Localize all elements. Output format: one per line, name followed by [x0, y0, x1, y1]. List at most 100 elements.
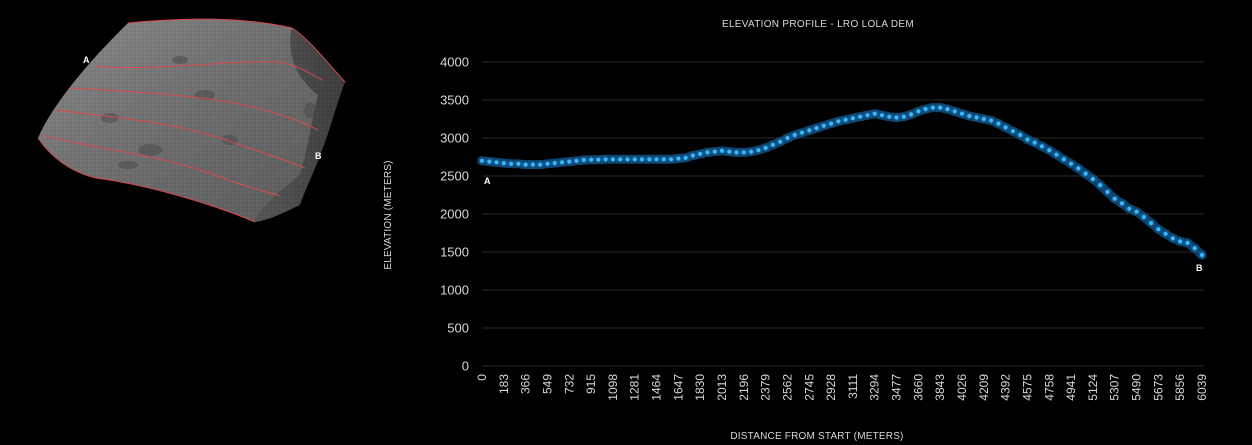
- data-point: [1178, 239, 1183, 244]
- data-point: [799, 130, 805, 135]
- data-point: [683, 155, 688, 160]
- data-point: [909, 112, 914, 117]
- x-tick-label: 2562: [780, 374, 794, 401]
- data-point: [581, 157, 586, 163]
- data-point: [901, 114, 906, 119]
- data-point: [618, 157, 623, 162]
- x-tick-label: 3477: [890, 374, 904, 401]
- data-point: [887, 114, 892, 119]
- data-point: [705, 150, 710, 155]
- x-tick-label: 3294: [868, 374, 882, 401]
- x-axis-ticks: 0 183 366 549 732 915 1098 1281 1464 1647 1830 2013…: [475, 374, 1209, 401]
- data-point: [1090, 176, 1095, 182]
- x-tick-label: 915: [584, 374, 598, 394]
- data-point: [479, 158, 485, 163]
- data-point: [538, 162, 543, 167]
- terrain-contour-line: [37, 137, 256, 223]
- terrain-label-end: B: [315, 151, 322, 161]
- y-tick-label: 500: [447, 321, 469, 336]
- data-point: [938, 105, 943, 110]
- data-point: [574, 158, 579, 163]
- terrain-label-start: A: [83, 55, 90, 65]
- data-point: [610, 157, 616, 162]
- data-point: [639, 157, 645, 162]
- x-tick-label: 2928: [824, 374, 838, 401]
- data-point: [727, 149, 732, 154]
- data-point: [719, 148, 725, 153]
- data-point: [1032, 140, 1037, 145]
- data-point: [741, 150, 746, 155]
- y-tick-label: 3000: [440, 131, 469, 146]
- data-point: [545, 161, 550, 166]
- data-point: [487, 159, 492, 164]
- x-tick-label: 4392: [999, 374, 1013, 401]
- data-point: [858, 114, 863, 119]
- data-point: [763, 145, 768, 150]
- x-tick-label: 732: [562, 374, 576, 394]
- data-point: [865, 113, 870, 118]
- data-point: [981, 116, 986, 122]
- data-point: [1047, 148, 1052, 153]
- x-tick-label: 4941: [1064, 374, 1078, 401]
- data-point: [530, 162, 536, 167]
- data-point: [756, 148, 761, 153]
- data-point: [872, 111, 877, 116]
- data-point: [792, 132, 797, 138]
- x-tick-label: 4209: [977, 374, 991, 401]
- data-point: [1170, 236, 1175, 241]
- data-point: [967, 113, 972, 119]
- data-point: [567, 159, 572, 164]
- data-point: [1025, 137, 1030, 142]
- data-point: [712, 149, 717, 154]
- data-point: [1069, 161, 1074, 166]
- data-point: [1185, 240, 1190, 245]
- terrain-contour-line: [127, 18, 346, 83]
- x-tick-label: 5856: [1173, 374, 1187, 401]
- data-point: [596, 157, 601, 162]
- y-tick-label: 4000: [440, 55, 469, 70]
- x-tick-label: 1464: [650, 374, 664, 401]
- data-point: [1098, 183, 1103, 188]
- y-tick-label: 2500: [440, 169, 469, 184]
- data-point: [945, 107, 950, 112]
- data-point: [734, 150, 739, 155]
- data-point: [989, 118, 994, 123]
- data-point: [1163, 231, 1168, 236]
- terrain-3d-view: A B: [37, 18, 346, 223]
- data-point: [690, 153, 696, 158]
- terrain-contour-line: [95, 61, 323, 81]
- data-point: [785, 135, 790, 141]
- y-tick-label: 2000: [440, 207, 469, 222]
- y-tick-label: 3500: [440, 93, 469, 108]
- chart-point-label-start: A: [484, 176, 491, 186]
- data-point: [1054, 152, 1059, 157]
- x-tick-label: 1098: [606, 374, 620, 401]
- data-point: [603, 157, 608, 162]
- data-point: [974, 115, 979, 120]
- data-point: [676, 156, 681, 161]
- data-point: [1105, 189, 1110, 195]
- data-point: [821, 123, 826, 128]
- data-point: [749, 149, 754, 154]
- data-point: [516, 161, 521, 166]
- y-axis-title: ELEVATION (METERS): [383, 160, 394, 269]
- data-point: [1119, 201, 1125, 206]
- x-tick-label: 2196: [737, 374, 751, 401]
- data-point: [952, 109, 957, 114]
- y-tick-label: 0: [462, 359, 469, 374]
- x-tick-label: 5124: [1086, 374, 1100, 401]
- data-point: [850, 116, 856, 121]
- data-point: [1083, 171, 1088, 176]
- chart-title: ELEVATION PROFILE - LRO LOLA DEM: [722, 19, 914, 30]
- data-point: [836, 119, 841, 124]
- data-point: [661, 157, 666, 162]
- data-point: [770, 142, 776, 147]
- data-point: [559, 160, 565, 165]
- x-tick-label: 2745: [802, 374, 816, 401]
- data-point: [654, 157, 659, 162]
- data-point: [669, 157, 674, 162]
- x-tick-label: 6039: [1195, 374, 1209, 401]
- x-tick-label: 366: [519, 374, 533, 394]
- terrain-contour-line: [41, 134, 281, 197]
- data-point: [1134, 209, 1139, 214]
